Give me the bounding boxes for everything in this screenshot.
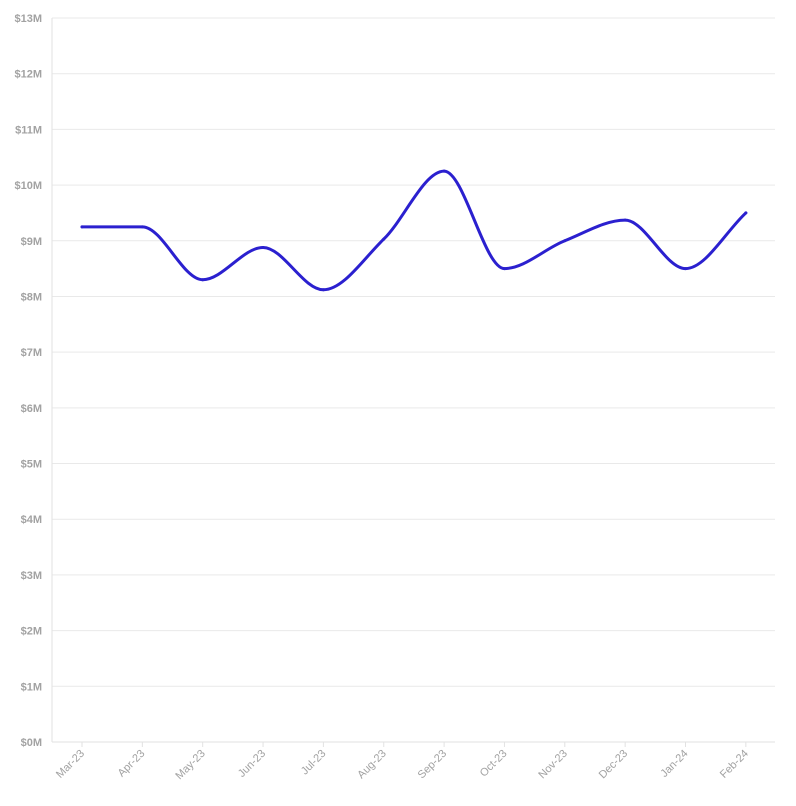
y-tick-label: $7M [21, 347, 42, 359]
data-point [140, 225, 144, 229]
x-tick-label: Jan-24 [658, 748, 690, 780]
data-point [201, 278, 205, 282]
x-tick-label: Feb-24 [718, 748, 751, 781]
data-point [442, 169, 446, 173]
x-tick-label: Aug-23 [355, 748, 389, 782]
y-tick-label: $11M [15, 124, 42, 136]
y-tick-label: $8M [21, 291, 42, 303]
x-tick-label: Mar-23 [54, 748, 87, 781]
y-tick-label: $12M [14, 69, 42, 81]
data-point [684, 267, 687, 271]
gridlines [52, 17, 775, 687]
y-tick-label: $5M [21, 459, 42, 471]
y-tick-label: $9M [21, 236, 42, 248]
y-tick-label: $3M [21, 570, 42, 582]
x-tick-label: Nov-23 [536, 748, 570, 782]
x-tick-label: Jul-23 [299, 748, 329, 778]
y-tick-label: $1M [21, 681, 42, 693]
y-tick-label: $13M [14, 13, 42, 25]
y-axis-ticks: $0M $1M $2M $3M $4M $5M $6M $7M $8M $9M $10M $11M $1… [14, 13, 42, 749]
x-tick-label: Jun-23 [236, 748, 268, 780]
y-tick-label: $2M [21, 626, 42, 638]
axes [51, 18, 775, 743]
data-point [382, 237, 386, 241]
series-layer [80, 169, 748, 292]
x-axis-ticks: Mar-23 Apr-23 May-23 Jun-23 Jul-23 Aug-23 Sep-… [54, 742, 751, 782]
x-tick-label: May-23 [173, 748, 207, 782]
x-tick-label: Oct-23 [478, 748, 510, 780]
data-point [563, 239, 567, 243]
x-tick-label: Apr-23 [116, 748, 148, 780]
data-point [502, 267, 506, 271]
y-tick-label: $4M [21, 514, 42, 526]
y-tick-label: $10M [14, 180, 42, 192]
y-tick-label: $6M [21, 403, 42, 415]
data-point [261, 245, 265, 249]
data-point [321, 288, 325, 292]
series-line [80, 169, 748, 292]
data-point [744, 211, 748, 215]
data-point [623, 218, 627, 222]
y-tick-label: $0M [21, 737, 42, 749]
data-point [80, 225, 84, 229]
x-tick-label: Sep-23 [416, 748, 450, 782]
x-tick-label: Dec-23 [597, 748, 631, 782]
